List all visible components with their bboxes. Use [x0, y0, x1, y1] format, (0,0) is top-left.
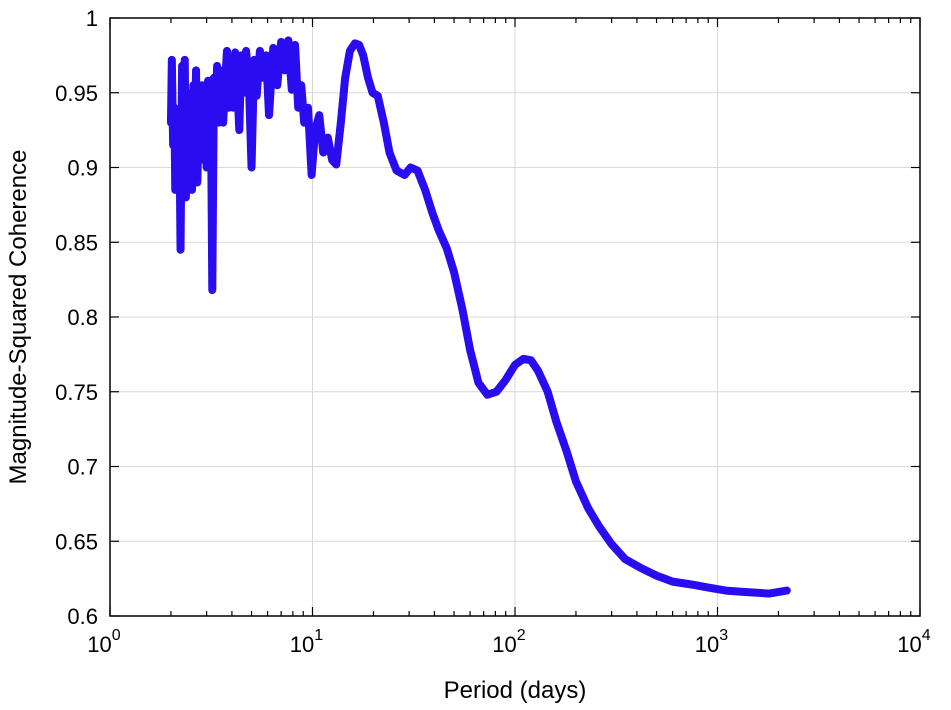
y-tick-labels: 0.6 0.65 0.7 0.75 0.8 0.85 0.9 0.95 1 — [55, 6, 98, 629]
x-tick-base: 10 — [492, 632, 516, 657]
x-tick-label: 101 — [290, 627, 323, 657]
x-tick-label: 103 — [695, 627, 728, 657]
x-tick-labels: 100 101 102 103 104 — [87, 627, 930, 657]
y-tick-label: 1 — [86, 6, 98, 31]
x-tick-base: 10 — [695, 632, 719, 657]
y-tick-label: 0.65 — [55, 529, 98, 554]
x-tick-base: 10 — [290, 632, 314, 657]
x-tick-base: 10 — [87, 632, 111, 657]
y-axis-label: Magnitude-Squared Coherence — [5, 150, 32, 485]
y-tick-label: 0.9 — [67, 156, 98, 181]
x-tick-exponent: 1 — [314, 627, 323, 644]
x-tick-base: 10 — [897, 632, 921, 657]
x-tick-exponent: 3 — [719, 627, 728, 644]
y-tick-label: 0.7 — [67, 455, 98, 480]
y-tick-label: 0.85 — [55, 230, 98, 255]
y-tick-label: 0.95 — [55, 81, 98, 106]
x-tick-exponent: 2 — [517, 627, 526, 644]
x-tick-label: 104 — [897, 627, 930, 657]
x-tick-exponent: 4 — [922, 627, 931, 644]
y-tick-label: 0.75 — [55, 380, 98, 405]
y-tick-label: 0.8 — [67, 305, 98, 330]
x-tick-label: 102 — [492, 627, 525, 657]
x-tick-label: 100 — [87, 627, 120, 657]
y-tick-label: 0.6 — [67, 604, 98, 629]
x-tick-exponent: 0 — [112, 627, 121, 644]
grid — [110, 18, 920, 616]
series-layer — [166, 36, 791, 598]
series-line — [166, 36, 791, 598]
ticks — [109, 17, 921, 617]
x-axis-label: Period (days) — [444, 677, 587, 704]
